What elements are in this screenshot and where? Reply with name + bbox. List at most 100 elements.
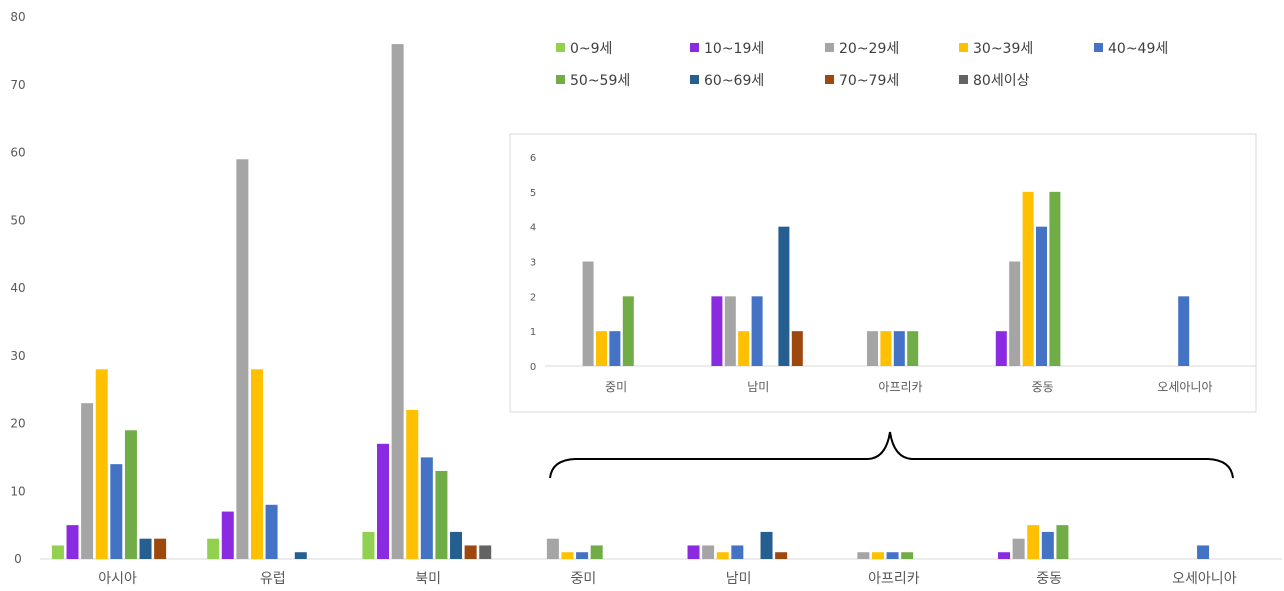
bar-inset-cat4-s4 xyxy=(1178,296,1190,366)
bar-main-cat3-s3 xyxy=(561,552,574,559)
bar-main-cat1-s1 xyxy=(221,511,234,559)
bar-main-cat1-s2 xyxy=(236,159,249,559)
x-category-label: 아프리카 xyxy=(868,571,920,587)
bar-main-cat2-s3 xyxy=(406,409,419,559)
bar-inset-cat1-s1 xyxy=(711,296,723,366)
bar-main-cat0-s6 xyxy=(139,538,152,559)
bar-inset-cat1-s3 xyxy=(738,331,750,366)
bar-main-cat7-s4 xyxy=(1197,545,1210,559)
bar-main-cat2-s1 xyxy=(377,443,390,559)
y-tick-label: 50 xyxy=(10,213,25,227)
bar-main-cat0-s4 xyxy=(110,464,123,559)
x-category-label: 중동 xyxy=(1032,380,1054,394)
bar-main-cat3-s2 xyxy=(546,538,559,559)
bar-main-cat0-s2 xyxy=(81,403,94,559)
legend-swatch xyxy=(690,75,699,84)
legend-swatch xyxy=(1094,43,1103,52)
legend-label: 70~79세 xyxy=(839,73,899,89)
y-tick-label: 0 xyxy=(14,552,22,566)
bar-main-cat1-s3 xyxy=(250,369,263,559)
bar-inset-cat0-s4 xyxy=(609,331,621,366)
bar-inset-cat3-s4 xyxy=(1036,226,1047,366)
bar-main-cat6-s3 xyxy=(1027,525,1040,559)
legend-label: 0~9세 xyxy=(570,41,612,57)
y-tick-label: 20 xyxy=(10,417,25,431)
y-tick-label: 30 xyxy=(10,349,25,363)
x-category-label: 중동 xyxy=(1036,571,1062,587)
bar-inset-cat1-s2 xyxy=(724,296,736,366)
x-category-label: 중미 xyxy=(605,380,627,394)
y-tick-label: 40 xyxy=(10,281,25,295)
bar-inset-cat3-s1 xyxy=(995,331,1007,366)
bar-inset-cat1-s6 xyxy=(778,226,790,366)
bar-main-cat6-s1 xyxy=(998,552,1011,559)
bar-main-cat6-s5 xyxy=(1056,525,1069,559)
legend-swatch xyxy=(556,43,565,52)
bar-main-cat5-s2 xyxy=(857,552,870,559)
bar-main-cat1-s6 xyxy=(294,552,307,559)
legend-label: 80세이상 xyxy=(973,73,1030,89)
legend-label: 40~49세 xyxy=(1108,41,1168,57)
bar-inset-cat2-s4 xyxy=(893,331,905,366)
bar-main-cat3-s4 xyxy=(576,552,589,559)
x-category-label: 중미 xyxy=(570,571,596,587)
legend-swatch xyxy=(959,43,968,52)
bar-main-cat4-s2 xyxy=(702,545,715,559)
x-category-label: 오세아니아 xyxy=(1172,571,1237,587)
bar-main-cat4-s7 xyxy=(775,552,788,559)
legend-swatch xyxy=(556,75,565,84)
legend-label: 10~19세 xyxy=(704,41,764,57)
y-tick-label: 0 xyxy=(530,362,536,373)
y-tick-label: 70 xyxy=(10,78,25,92)
bar-main-cat5-s5 xyxy=(901,552,914,559)
bar-main-cat1-s4 xyxy=(265,504,278,559)
x-category-label: 아프리카 xyxy=(878,380,922,394)
legend-label: 30~39세 xyxy=(973,41,1033,57)
bar-main-cat4-s3 xyxy=(716,552,729,559)
y-tick-label: 10 xyxy=(10,484,25,498)
bar-inset-cat0-s3 xyxy=(596,331,607,366)
legend-label: 50~59세 xyxy=(570,73,630,89)
bar-main-cat0-s5 xyxy=(124,430,137,559)
bar-main-cat2-s6 xyxy=(450,531,463,559)
bar-main-cat2-s5 xyxy=(435,470,448,559)
legend-swatch xyxy=(959,75,968,84)
bar-inset-cat3-s3 xyxy=(1022,191,1034,366)
bar-main-cat1-s0 xyxy=(207,538,220,559)
bar-main-cat0-s3 xyxy=(95,369,108,559)
x-category-label: 북미 xyxy=(415,571,441,587)
bar-main-cat2-s7 xyxy=(464,545,477,559)
inset-chart: 0 1 2 3 4 5 6 중미 남미 아프리카 중동 오세아니아 xyxy=(509,133,1257,413)
bar-main-cat0-s7 xyxy=(154,538,167,559)
x-category-label: 유럽 xyxy=(260,571,286,587)
bar-main-cat4-s4 xyxy=(731,545,744,559)
y-tick-label: 4 xyxy=(530,223,536,234)
bar-main-cat6-s4 xyxy=(1041,531,1054,559)
bar-main-cat4-s6 xyxy=(760,531,773,559)
y-tick-label: 5 xyxy=(530,188,536,199)
inset-brace xyxy=(549,431,1234,479)
x-category-label: 오세아니아 xyxy=(1157,380,1212,394)
bar-inset-cat1-s4 xyxy=(751,296,763,366)
bar-main-cat5-s4 xyxy=(886,552,899,559)
y-tick-label: 1 xyxy=(530,327,536,338)
bar-main-cat3-s5 xyxy=(590,545,603,559)
bar-inset-cat2-s3 xyxy=(880,331,892,366)
legend-swatch xyxy=(825,75,834,84)
x-category-label: 남미 xyxy=(726,571,752,587)
legend-label: 60~69세 xyxy=(704,73,764,89)
inset-frame xyxy=(509,133,1257,413)
y-tick-label: 60 xyxy=(10,146,25,160)
bar-inset-cat0-s2 xyxy=(582,261,594,366)
legend: 0~9세 10~19세 20~29세 30~39세 40~49세 50~59세 60~69세… xyxy=(556,41,1168,89)
y-tick-label: 80 xyxy=(10,10,25,24)
bar-main-cat0-s0 xyxy=(51,545,64,559)
bar-main-cat2-s2 xyxy=(391,44,404,560)
bar-inset-cat3-s2 xyxy=(1009,261,1021,366)
bar-main-cat5-s3 xyxy=(871,552,884,559)
bar-inset-cat2-s5 xyxy=(907,331,919,366)
x-category-label: 아시아 xyxy=(98,571,137,587)
bar-main-cat2-s4 xyxy=(420,457,433,559)
bar-inset-cat2-s2 xyxy=(867,331,878,366)
